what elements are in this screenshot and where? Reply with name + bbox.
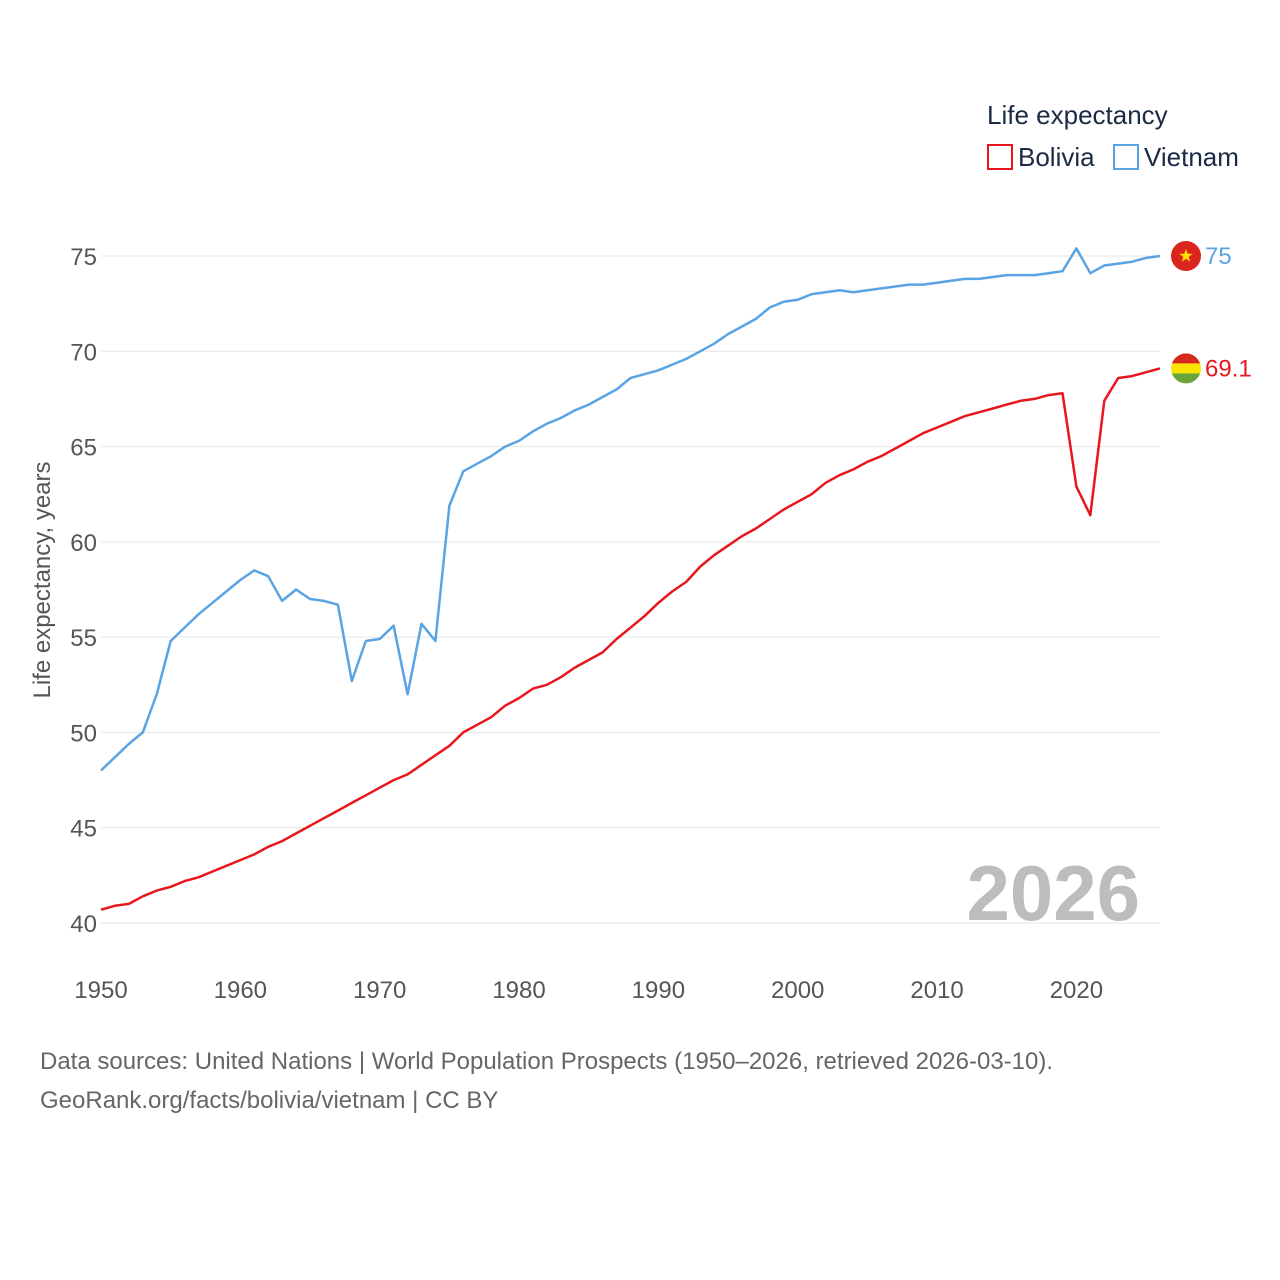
x-tick-1960: 1960 — [214, 977, 267, 1004]
y-tick-labels: 40 45 50 55 60 65 70 75 — [70, 244, 97, 938]
y-tick-60: 60 — [70, 530, 97, 557]
y-tick-75: 75 — [70, 244, 97, 271]
x-tick-1990: 1990 — [632, 977, 685, 1004]
x-tick-2000: 2000 — [771, 977, 824, 1004]
end-markers: 69.1 75 — [1171, 241, 1252, 384]
source-note: Data sources: United Nations | World Pop… — [40, 1042, 1053, 1120]
legend-title: Life expectancy — [987, 100, 1168, 130]
source-line-1: Data sources: United Nations | World Pop… — [40, 1048, 1054, 1075]
legend-label-vietnam[interactable]: Vietnam — [1144, 142, 1239, 172]
year-watermark: 2026 — [966, 849, 1140, 937]
legend: Life expectancy Bolivia Vietnam — [987, 100, 1239, 172]
vietnam-flag-icon — [1171, 241, 1201, 271]
y-tick-65: 65 — [70, 435, 97, 462]
y-tick-70: 70 — [70, 339, 97, 366]
source-line-2[interactable]: GeoRank.org/facts/bolivia/vietnam | CC B… — [40, 1087, 499, 1114]
x-tick-1950: 1950 — [74, 977, 127, 1004]
grid-lines — [101, 255, 1160, 924]
end-label-vietnam: 75 — [1205, 243, 1232, 270]
bolivia-flag-icon — [1171, 353, 1201, 384]
series-line-vietnam[interactable] — [100, 247, 1161, 772]
y-tick-40: 40 — [70, 911, 97, 938]
end-label-bolivia: 69.1 — [1205, 355, 1252, 382]
series-lines — [100, 247, 1161, 911]
legend-swatch-bolivia[interactable] — [987, 144, 1013, 170]
y-tick-50: 50 — [70, 720, 97, 747]
x-tick-2010: 2010 — [910, 977, 963, 1004]
series-line-bolivia[interactable] — [100, 367, 1161, 911]
x-tick-labels: 1950 1960 1970 1980 1990 2000 2010 2020 — [74, 977, 1103, 1004]
y-tick-55: 55 — [70, 625, 97, 652]
x-tick-1970: 1970 — [353, 977, 406, 1004]
legend-swatch-vietnam[interactable] — [1113, 144, 1139, 170]
life-expectancy-chart: 40 45 50 55 60 65 70 75 1950 1960 1970 1980 1990 200… — [29, 100, 1252, 1004]
legend-label-bolivia[interactable]: Bolivia — [1018, 142, 1095, 172]
x-tick-2020: 2020 — [1050, 977, 1103, 1004]
y-tick-45: 45 — [70, 816, 97, 843]
y-axis-label: Life expectancy, years — [29, 461, 56, 698]
x-tick-1980: 1980 — [492, 977, 545, 1004]
